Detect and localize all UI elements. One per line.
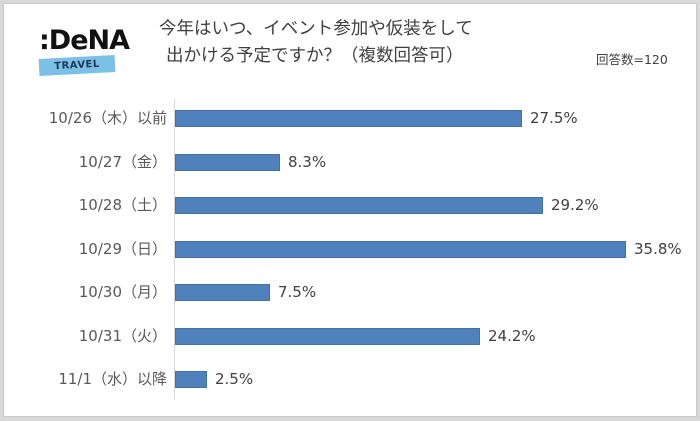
category-label: 10/30（月） (78, 283, 167, 301)
chart-title: 今年はいつ、イベント参加や仮装をして 出かける予定ですか？（複数回答可） (159, 16, 539, 70)
bar-row: 10/31（火） 24.2% (4, 326, 696, 346)
category-axis-line (174, 99, 175, 400)
category-label: 11/1（水）以降 (58, 370, 167, 388)
logo-band: TRAVEL (38, 55, 116, 76)
bar-row: 10/28（土） 29.2% (4, 195, 696, 215)
bar-row: 10/26（木）以前 27.5% (4, 108, 696, 128)
value-label: 2.5% (215, 370, 254, 388)
chart-title-line2: 出かける予定ですか？（複数回答可） (166, 46, 464, 66)
bar (175, 110, 522, 127)
bar (175, 197, 543, 214)
dena-travel-logo: :DeNA TRAVEL (38, 24, 130, 82)
logo-sub: TRAVEL (53, 58, 101, 73)
value-label: 29.2% (551, 196, 599, 214)
category-label: 10/27（金） (78, 152, 167, 171)
respondent-count: 回答数=120 (596, 52, 668, 67)
bar-row: 11/1（水）以降 2.5% (4, 369, 696, 389)
chart-frame: :DeNA TRAVEL 今年はいつ、イベント参加や仮装をして 出かける予定です… (3, 3, 697, 417)
bar (175, 371, 207, 388)
bar-row: 10/27（金） 8.3% (4, 152, 696, 172)
category-label: 10/29（日） (78, 239, 167, 258)
category-label: 10/31（火） (78, 326, 167, 345)
bar (175, 327, 480, 345)
bar-row: 10/29（日） 35.8% (4, 239, 696, 259)
bar-row: 10/30（月） 7.5% (4, 282, 696, 302)
category-label: 10/28（土） (78, 196, 167, 214)
logo-brand: :DeNA (39, 25, 130, 56)
bar (175, 240, 626, 258)
bar (175, 153, 280, 171)
value-label: 7.5% (278, 283, 317, 301)
category-label: 10/26（木）以前 (48, 109, 167, 127)
value-label: 24.2% (488, 326, 536, 345)
bar (175, 284, 270, 301)
value-label: 27.5% (530, 109, 578, 127)
chart-title-line1: 今年はいつ、イベント参加や仮装をして (159, 19, 473, 39)
value-label: 35.8% (634, 239, 682, 258)
value-label: 8.3% (288, 152, 327, 171)
